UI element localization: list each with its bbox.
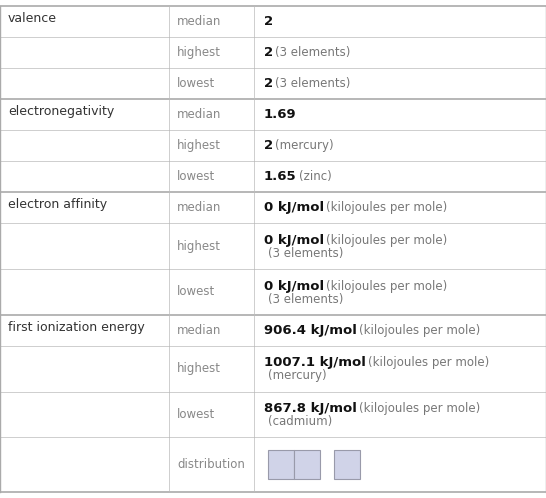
Text: (kilojoules per mole): (kilojoules per mole)	[359, 402, 480, 415]
Text: (kilojoules per mole): (kilojoules per mole)	[368, 357, 489, 370]
Text: 2: 2	[264, 139, 273, 152]
Text: (3 elements): (3 elements)	[268, 247, 343, 260]
Text: (3 elements): (3 elements)	[275, 46, 351, 59]
Text: 867.8 kJ/mol: 867.8 kJ/mol	[264, 402, 357, 415]
Text: (mercury): (mercury)	[275, 139, 334, 152]
Bar	[294, 450, 320, 479]
Text: highest: highest	[177, 362, 221, 375]
Text: electronegativity: electronegativity	[8, 105, 114, 118]
Text: highest: highest	[177, 46, 221, 59]
Text: 2: 2	[264, 15, 273, 28]
Text: 0 kJ/mol: 0 kJ/mol	[264, 201, 324, 215]
Text: lowest: lowest	[177, 77, 216, 90]
Text: lowest: lowest	[177, 285, 216, 298]
Text: 0 kJ/mol: 0 kJ/mol	[264, 234, 324, 247]
Text: lowest: lowest	[177, 170, 216, 183]
Text: (zinc): (zinc)	[299, 170, 331, 183]
Text: 1007.1 kJ/mol: 1007.1 kJ/mol	[264, 357, 366, 370]
Text: highest: highest	[177, 139, 221, 152]
Text: median: median	[177, 15, 222, 28]
Text: 1.65: 1.65	[264, 170, 296, 183]
Text: first ionization energy: first ionization energy	[8, 321, 145, 334]
Text: (cadmium): (cadmium)	[268, 415, 332, 428]
Text: (kilojoules per mole): (kilojoules per mole)	[326, 279, 447, 293]
Text: highest: highest	[177, 240, 221, 253]
Text: (kilojoules per mole): (kilojoules per mole)	[326, 201, 447, 215]
Text: (kilojoules per mole): (kilojoules per mole)	[326, 234, 447, 247]
Text: 1.69: 1.69	[264, 108, 296, 121]
Bar	[334, 450, 360, 479]
Text: (mercury): (mercury)	[268, 370, 327, 382]
Text: (kilojoules per mole): (kilojoules per mole)	[359, 324, 480, 337]
Text: 0 kJ/mol: 0 kJ/mol	[264, 279, 324, 293]
Text: 2: 2	[264, 46, 273, 59]
Text: distribution: distribution	[177, 458, 245, 471]
Text: valence: valence	[8, 12, 57, 25]
Text: median: median	[177, 201, 222, 215]
Bar	[268, 450, 294, 479]
Text: 2: 2	[264, 77, 273, 90]
Text: (3 elements): (3 elements)	[275, 77, 351, 90]
Text: median: median	[177, 108, 222, 121]
Text: 906.4 kJ/mol: 906.4 kJ/mol	[264, 324, 357, 337]
Text: (3 elements): (3 elements)	[268, 293, 343, 306]
Text: median: median	[177, 324, 222, 337]
Text: lowest: lowest	[177, 408, 216, 421]
Text: electron affinity: electron affinity	[8, 198, 107, 211]
